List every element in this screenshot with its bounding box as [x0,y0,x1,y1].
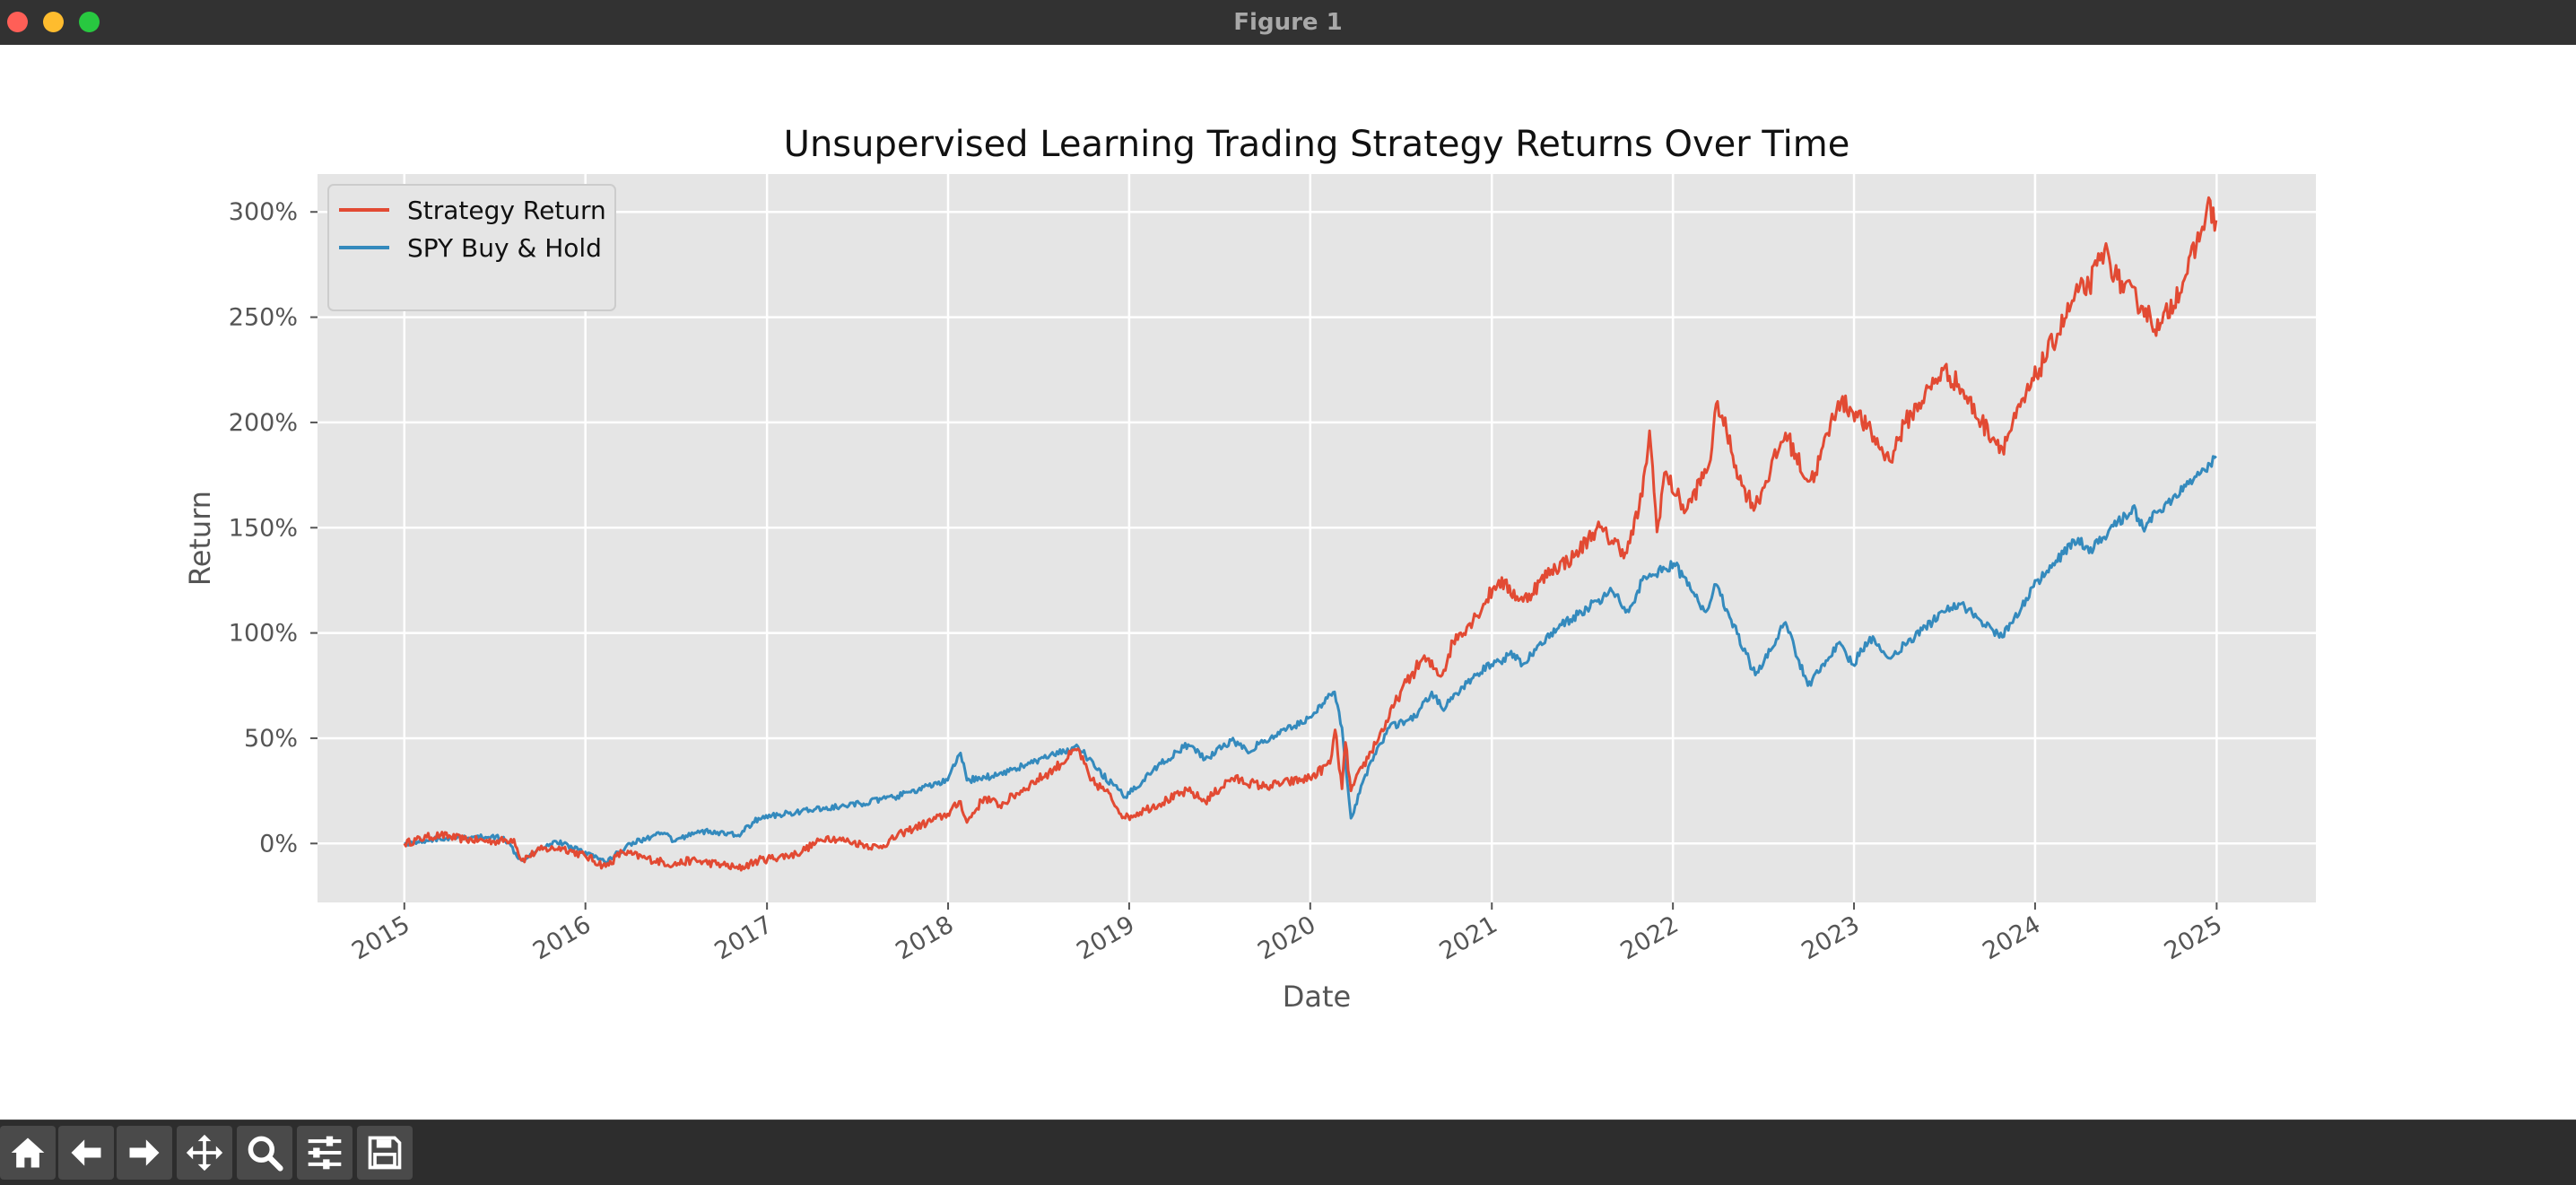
x-tick-label: 2020 [1253,911,1320,965]
x-tick-label: 2025 [2160,911,2227,965]
y-tick-label: 150% [229,514,298,542]
y-tick-label: 300% [229,198,298,226]
x-tick-label: 2022 [1616,911,1684,965]
x-axis-label: Date [1283,980,1351,1014]
configure-subplots-icon [308,1136,342,1170]
forward-arrow-icon [129,1139,160,1166]
pan-move-icon [186,1134,223,1172]
x-tick-label: 2016 [528,911,596,965]
home-icon [11,1137,45,1168]
configure-subplots-button[interactable] [297,1126,352,1180]
spy-buy-hold-line [404,455,2217,866]
x-tick-label: 2023 [1797,911,1865,965]
legend-label-spy: SPY Buy & Hold [407,233,602,263]
x-tick-label: 2018 [892,911,959,965]
pan-button[interactable] [177,1126,232,1180]
window-title: Figure 1 [1233,9,1343,36]
minimize-window-button[interactable] [43,12,64,32]
x-tick-label: 2024 [1978,911,2045,965]
back-button[interactable] [58,1126,114,1180]
x-tick-label: 2015 [347,911,414,965]
axes-background [318,174,2316,902]
strategy-return-line [403,196,2218,872]
zoom-button[interactable] [237,1126,292,1180]
series-lines [403,196,2218,872]
close-window-button[interactable] [7,12,28,32]
chart-svg: 0% 50% 100% 150% 200% 250% 300% 2015 2016 2017 201… [183,124,2316,1014]
y-tick-label: 0% [259,830,298,858]
window-titlebar: Figure 1 [0,0,2576,46]
x-tick-label: 2017 [710,911,778,965]
figure-canvas[interactable]: 0% 50% 100% 150% 200% 250% 300% 2015 2016 2017 201… [0,45,2576,1120]
y-tick-label: 50% [244,725,298,753]
chart-title: Unsupervised Learning Trading Strategy R… [784,124,1850,165]
home-button[interactable] [0,1126,56,1180]
y-tick-label: 100% [229,620,298,648]
save-floppy-icon [368,1136,402,1170]
save-button[interactable] [357,1126,413,1180]
x-tick-label: 2019 [1072,911,1139,965]
x-tick-label: 2021 [1435,911,1502,965]
legend-box [327,184,616,311]
grid-lines [318,174,2316,902]
zoom-magnifier-icon [248,1136,283,1172]
y-axis-label: Return [183,491,217,586]
legend-label-strategy: Strategy Return [407,196,606,225]
y-tick-label: 200% [229,409,298,437]
legend: Strategy Return SPY Buy & Hold [327,184,616,311]
navigation-toolbar [0,1120,2576,1185]
forward-button[interactable] [117,1126,172,1180]
back-arrow-icon [71,1139,101,1166]
maximize-window-button[interactable] [79,12,100,32]
y-tick-label: 250% [229,304,298,332]
